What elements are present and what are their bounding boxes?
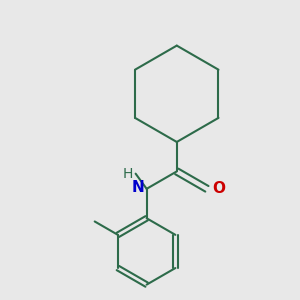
Text: O: O	[212, 181, 225, 196]
Text: N: N	[131, 180, 144, 195]
Text: H: H	[123, 167, 133, 181]
